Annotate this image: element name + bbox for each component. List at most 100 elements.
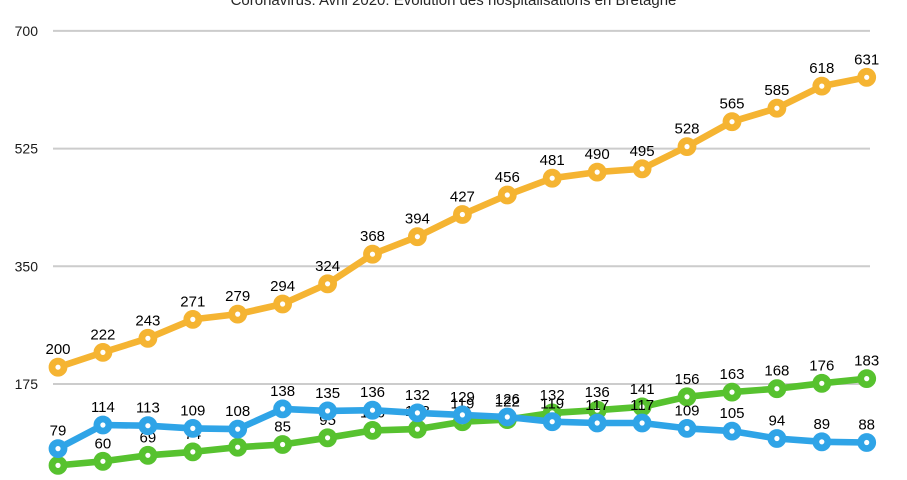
data-point-label-blue: 135	[315, 385, 340, 402]
data-point-label-orange: 528	[674, 121, 699, 138]
data-point-marker-blue	[273, 399, 293, 419]
data-point-marker-blue	[183, 418, 203, 438]
data-point-marker-green	[273, 435, 293, 454]
data-point-marker-green	[677, 387, 697, 407]
data-point-label-green: 122	[495, 394, 520, 411]
data-point-label-blue: 88	[858, 417, 875, 434]
y-axis-tick-label: 175	[15, 376, 39, 392]
data-point-label-green: 176	[809, 357, 834, 374]
data-point-marker-orange	[677, 137, 697, 157]
data-point-marker-green	[767, 379, 787, 399]
data-point-marker-blue	[857, 433, 877, 452]
data-point-label-blue: 113	[136, 400, 160, 417]
data-point-marker-green	[93, 451, 113, 471]
data-point-label-blue: 132	[405, 387, 430, 404]
data-point-marker-blue	[812, 432, 832, 452]
data-point-label-blue: 136	[360, 384, 385, 401]
data-point-label-blue: 94	[769, 413, 786, 430]
data-point-marker-green	[407, 419, 427, 439]
data-point-label-green: 136	[585, 384, 610, 401]
data-point-marker-orange	[812, 76, 832, 96]
data-point-label-orange: 200	[45, 341, 70, 358]
data-point-label-orange: 481	[540, 152, 565, 169]
data-point-marker-blue	[363, 400, 382, 420]
data-point-marker-green	[812, 373, 832, 393]
data-point-label-blue: 79	[50, 423, 67, 440]
data-point-marker-orange	[273, 294, 293, 314]
data-point-marker-green	[318, 428, 338, 448]
data-point-marker-orange	[48, 357, 68, 377]
data-point-marker-orange	[452, 205, 472, 224]
data-point-marker-blue	[138, 416, 158, 436]
data-point-label-orange: 427	[450, 189, 475, 206]
data-point-label-orange: 585	[764, 82, 789, 99]
data-point-label-green: 163	[719, 366, 744, 383]
data-point-label-orange: 324	[315, 258, 340, 275]
data-point-label-orange: 456	[495, 169, 520, 186]
data-point-marker-blue	[407, 403, 427, 423]
data-point-label-blue: 119	[540, 396, 564, 413]
data-point-marker-orange	[183, 309, 203, 329]
data-point-marker-green	[183, 442, 203, 462]
data-point-marker-green	[363, 420, 382, 440]
data-point-label-orange: 368	[360, 228, 385, 245]
data-point-marker-orange	[767, 98, 787, 118]
data-point-label-orange: 495	[630, 143, 655, 160]
data-point-label-blue: 109	[674, 402, 699, 419]
data-point-label-blue: 109	[180, 402, 205, 419]
data-point-label-green: 183	[854, 353, 879, 370]
data-point-marker-orange	[407, 227, 427, 247]
data-point-marker-blue	[452, 405, 472, 425]
chart-title: Coronavirus: Avril 2020: Évolution des h…	[230, 0, 677, 9]
data-point-label-blue: 117	[585, 397, 609, 414]
y-axis-tick-label: 700	[15, 23, 39, 39]
y-axis-tick-label: 350	[15, 258, 39, 274]
data-point-marker-green	[228, 437, 248, 457]
data-point-marker-blue	[318, 401, 338, 421]
data-point-label-orange: 271	[180, 293, 205, 310]
data-point-marker-orange	[363, 244, 382, 264]
data-point-marker-blue	[542, 412, 562, 432]
data-point-label-green: 60	[95, 435, 112, 452]
data-point-label-green: 141	[630, 381, 655, 398]
data-point-marker-blue	[228, 419, 248, 439]
data-point-label-orange: 243	[135, 312, 160, 329]
data-point-marker-blue	[497, 407, 517, 427]
data-point-marker-orange	[138, 328, 158, 348]
data-point-label-blue: 117	[630, 397, 654, 414]
y-axis-tick-label: 525	[15, 141, 39, 157]
data-point-marker-orange	[857, 67, 877, 87]
data-point-label-blue: 129	[450, 389, 475, 406]
data-point-marker-orange	[542, 168, 562, 188]
data-point-label-blue: 114	[91, 399, 115, 416]
data-point-label-orange: 565	[719, 96, 744, 113]
data-point-label-blue: 138	[270, 383, 295, 400]
data-point-marker-orange	[318, 274, 338, 294]
data-point-marker-orange	[497, 185, 517, 205]
data-point-label-green: 85	[274, 419, 291, 436]
data-point-marker-blue	[48, 439, 68, 459]
data-point-label-orange: 294	[270, 278, 295, 295]
data-point-marker-green	[48, 455, 68, 475]
data-point-marker-orange	[632, 159, 652, 179]
data-point-marker-orange	[228, 304, 248, 324]
data-point-marker-orange	[587, 162, 607, 182]
data-point-label-green: 168	[764, 363, 789, 380]
data-point-marker-blue	[587, 413, 607, 433]
data-point-label-orange: 279	[225, 288, 250, 305]
data-point-label-blue: 89	[813, 416, 830, 433]
data-point-marker-blue	[677, 418, 697, 438]
data-point-marker-orange	[722, 112, 742, 132]
data-point-marker-blue	[722, 421, 742, 441]
data-point-marker-blue	[767, 429, 787, 448]
data-point-marker-green	[632, 397, 652, 417]
data-point-label-blue: 105	[719, 405, 744, 422]
data-point-marker-green	[857, 369, 877, 389]
data-point-label-orange: 394	[405, 211, 430, 228]
data-point-label-orange: 618	[809, 60, 834, 77]
data-point-marker-blue	[632, 413, 652, 433]
data-point-marker-green	[138, 445, 158, 465]
data-point-marker-green	[722, 382, 742, 402]
data-point-label-green: 156	[674, 371, 699, 388]
